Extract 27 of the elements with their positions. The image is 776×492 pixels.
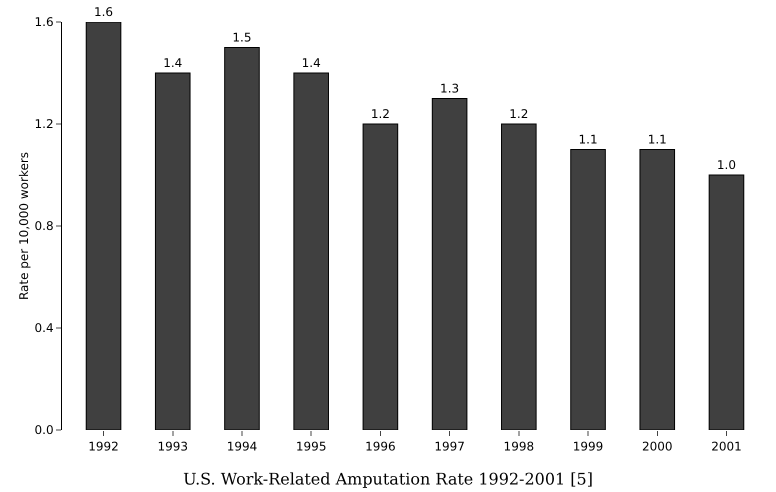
x-tick-label: 1995 xyxy=(296,439,326,454)
text: U.S. Work-Related Amputation Rate 1992-2001 [5] xyxy=(183,470,593,489)
x-tick-label: 1999 xyxy=(572,439,604,454)
y-tick-label: 1.2 xyxy=(34,117,54,132)
x-tick-label: 1994 xyxy=(226,439,258,454)
y-tick-label: 1.6 xyxy=(34,15,54,30)
data-label: 1.2 xyxy=(370,107,390,121)
data-label: 1.3 xyxy=(440,82,460,96)
x-tick-label: 1996 xyxy=(365,439,396,454)
data-label: 1.1 xyxy=(648,132,667,146)
x-tick-label: 1993 xyxy=(157,439,188,454)
y-tick-label: 0.0 xyxy=(34,423,54,438)
data-label: 1.1 xyxy=(578,132,598,146)
x-tick-label: 1992 xyxy=(88,439,119,454)
data-label: 1.5 xyxy=(232,30,252,44)
data-label: 1.6 xyxy=(94,5,114,19)
y-tick-label: 0.4 xyxy=(34,321,54,336)
x-tick-label: 1998 xyxy=(504,439,534,454)
data-label: 1.4 xyxy=(302,56,321,70)
x-tick-label: 1997 xyxy=(434,439,465,454)
x-tick-label: 2001 xyxy=(711,439,742,454)
data-label: 1.2 xyxy=(509,107,528,121)
y-axis-title: Rate per 10,000 workers xyxy=(17,152,31,300)
x-tick-label: 2000 xyxy=(642,439,673,454)
data-label: 1.0 xyxy=(716,158,736,172)
data-label: 1.4 xyxy=(163,56,182,70)
y-tick-label: 0.8 xyxy=(34,219,54,234)
